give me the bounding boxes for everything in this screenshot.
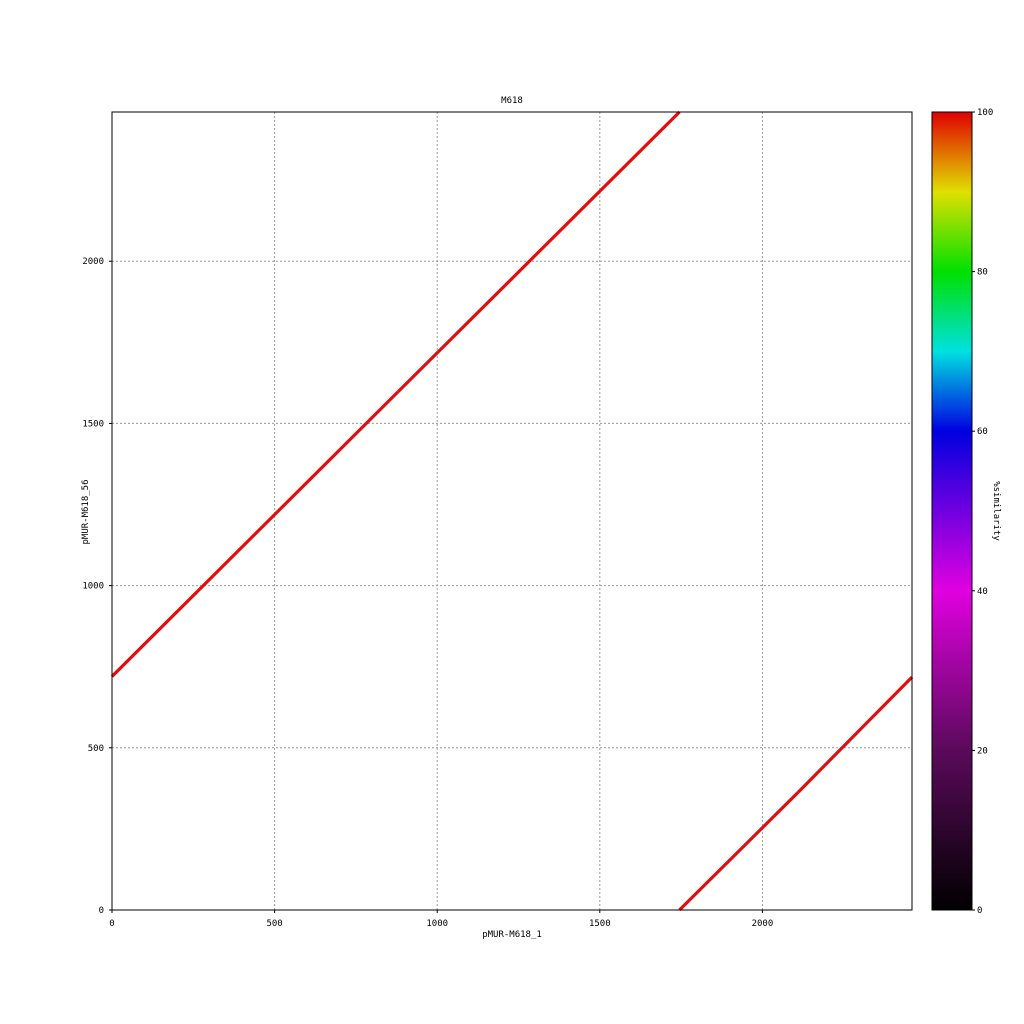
y-tick-label-3: 1500 (82, 419, 104, 429)
alignment-segment-0 (110, 390, 400, 678)
colorbar-ticks: 0 20 40 60 80 100 (972, 108, 993, 916)
y-axis-title: pMUR-M618_56 (81, 479, 91, 544)
colorbar-tick-label-5: 100 (977, 108, 993, 118)
y-tick-label-2: 1000 (82, 582, 104, 592)
alignment-segment-1 (397, 110, 681, 393)
colorbar (931, 111, 973, 911)
alignment-segment-3 (797, 675, 914, 794)
x-tick-label-0: 0 (109, 919, 114, 929)
y-tick-label-0: 0 (99, 906, 104, 916)
alignment-lines (110, 110, 914, 912)
x-axis-ticks: 0 500 1000 1500 2000 (109, 910, 773, 929)
alignment-segment-2 (678, 791, 800, 912)
colorbar-tick-label-0: 0 (977, 906, 982, 916)
x-tick-label-2: 1000 (426, 919, 448, 929)
colorbar-tick-label-3: 60 (977, 427, 988, 437)
chart-title: M618 (501, 96, 523, 106)
x-tick-label-1: 500 (266, 919, 282, 929)
colorbar-tick-label-2: 40 (977, 587, 988, 597)
x-tick-label-3: 1500 (589, 919, 611, 929)
y-axis-ticks: 0 500 1000 1500 2000 (82, 257, 112, 916)
colorbar-tick-label-1: 20 (977, 746, 988, 756)
grid-lines (112, 112, 912, 910)
plot-frame (111, 111, 913, 911)
colorbar-tick-label-4: 80 (977, 268, 988, 278)
y-tick-label-1: 500 (88, 744, 104, 754)
y-tick-label-4: 2000 (82, 257, 104, 267)
colorbar-title: %similarity (991, 481, 1001, 541)
x-tick-label-4: 2000 (752, 919, 774, 929)
x-axis-title: pMUR-M618_1 (482, 930, 542, 940)
